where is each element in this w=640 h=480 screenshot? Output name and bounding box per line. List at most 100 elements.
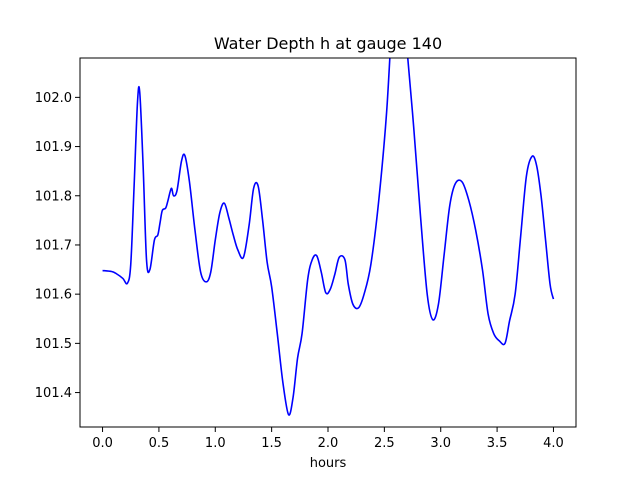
data-point [321, 272, 322, 273]
data-point [386, 112, 387, 113]
data-point [302, 333, 303, 334]
data-point [468, 200, 469, 201]
data-point [288, 414, 289, 415]
data-point [515, 294, 516, 295]
data-point [206, 281, 207, 282]
data-point [482, 269, 483, 270]
y-tick-label: 101.9 [35, 140, 72, 155]
y-tick-label: 101.4 [35, 386, 72, 401]
data-point [253, 188, 254, 189]
data-point [348, 284, 349, 285]
data-point [438, 304, 439, 305]
data-point [493, 333, 494, 334]
data-point [111, 271, 112, 272]
x-axis-label: hours [310, 456, 347, 471]
data-point [420, 215, 421, 216]
data-point [282, 382, 283, 383]
data-point [200, 272, 201, 273]
data-point [499, 340, 500, 341]
y-tick-label: 101.5 [35, 337, 72, 352]
data-point [157, 235, 158, 236]
data-point [271, 286, 272, 287]
data-point [137, 102, 138, 103]
data-point [173, 195, 174, 196]
data-point [189, 181, 190, 182]
series-layer [102, 58, 555, 416]
data-point [167, 200, 168, 201]
data-point [532, 156, 533, 157]
y-tick-label: 101.8 [35, 189, 72, 204]
x-tick-label: 4.0 [543, 436, 564, 451]
x-tick-label: 2.0 [318, 436, 339, 451]
data-point [122, 278, 123, 279]
data-point [146, 259, 147, 260]
data-point [545, 240, 546, 241]
data-point [352, 304, 353, 305]
data-point [427, 294, 428, 295]
x-axis: 0.0 0.5 1.0 1.5 2.0 2.5 3.0 3.5 4.0 [92, 427, 564, 451]
data-point [413, 126, 414, 127]
data-point [258, 185, 259, 186]
series-line-0 [102, 58, 555, 416]
data-point [449, 205, 450, 206]
data-point [134, 185, 135, 186]
x-tick-label: 0.5 [149, 436, 170, 451]
data-point [267, 262, 268, 263]
data-point [130, 264, 131, 265]
data-point [139, 92, 140, 93]
data-point [215, 240, 216, 241]
data-point [237, 249, 238, 250]
data-point [233, 235, 234, 236]
data-point [541, 195, 542, 196]
data-point [127, 283, 128, 284]
data-point [364, 294, 365, 295]
data-point [344, 259, 345, 260]
x-tick-label: 3.5 [487, 436, 508, 451]
data-point [370, 264, 371, 265]
data-point [330, 289, 331, 290]
data-point [520, 235, 521, 236]
data-point [162, 210, 163, 211]
data-point [358, 307, 359, 308]
data-point [504, 343, 505, 344]
y-tick-label: 102.0 [35, 91, 72, 106]
data-point [277, 333, 278, 334]
x-tick-label: 1.5 [261, 436, 282, 451]
data-point [210, 272, 211, 273]
data-point [444, 254, 445, 255]
data-point [339, 257, 340, 258]
data-point [165, 208, 166, 209]
data-point [160, 222, 161, 223]
data-point [176, 190, 177, 191]
data-point [297, 358, 298, 359]
data-point [509, 321, 510, 322]
x-tick-label: 2.5 [374, 436, 395, 451]
data-point [550, 284, 551, 285]
x-tick-label: 3.0 [430, 436, 451, 451]
data-point [334, 274, 335, 275]
data-point [312, 259, 313, 260]
data-point [526, 176, 527, 177]
data-point [116, 273, 117, 274]
data-point [488, 313, 489, 314]
data-point [181, 161, 182, 162]
data-point [262, 220, 263, 221]
data-point [243, 257, 244, 258]
data-point [184, 155, 185, 156]
data-point [224, 203, 225, 204]
data-point [475, 230, 476, 231]
data-point [143, 166, 144, 167]
data-point [102, 270, 103, 271]
data-point [432, 319, 433, 320]
data-point [378, 200, 379, 201]
data-point [194, 230, 195, 231]
data-point [307, 279, 308, 280]
data-point [249, 225, 250, 226]
chart-title: Water Depth h at gauge 140 [214, 34, 442, 53]
data-point [553, 299, 554, 300]
data-point [325, 292, 326, 293]
data-point [293, 397, 294, 398]
